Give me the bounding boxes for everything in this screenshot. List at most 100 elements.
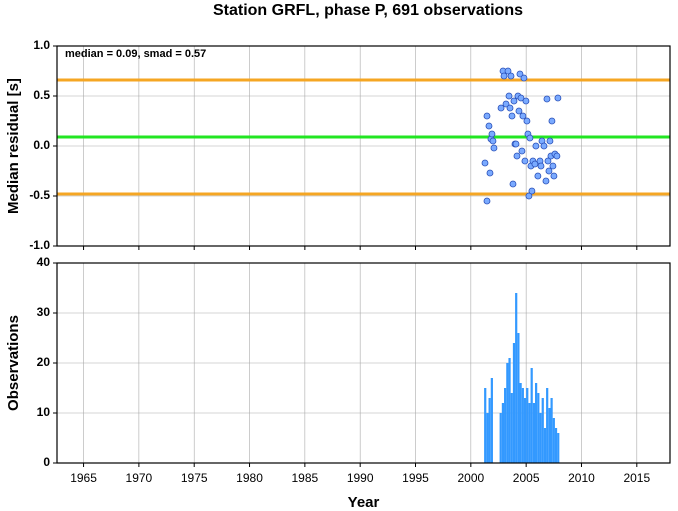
point xyxy=(542,177,550,185)
bar xyxy=(528,403,531,463)
point xyxy=(483,197,491,205)
point xyxy=(534,172,542,180)
point xyxy=(509,180,517,188)
bar xyxy=(515,293,518,463)
point xyxy=(506,104,514,112)
point xyxy=(531,160,539,168)
y-tick-label: 30 xyxy=(37,305,51,319)
point xyxy=(540,142,548,150)
point xyxy=(537,162,545,170)
y-axis-label: Median residual [s] xyxy=(5,78,22,214)
y-tick-label: -0.5 xyxy=(29,188,50,202)
y-tick-label: 0 xyxy=(43,455,50,469)
y-tick-label: 0.0 xyxy=(33,138,50,152)
bar xyxy=(488,398,491,463)
bar xyxy=(517,333,520,463)
x-tick-label: 1970 xyxy=(126,471,153,485)
point xyxy=(520,74,528,82)
plot-frame xyxy=(56,262,671,464)
point xyxy=(483,112,491,120)
bar xyxy=(512,343,516,463)
point xyxy=(504,67,512,75)
bar xyxy=(501,403,505,463)
bar xyxy=(484,388,487,463)
point xyxy=(517,94,525,102)
annotation: median = 0.09, smad = 0.57 xyxy=(65,48,206,60)
point xyxy=(523,117,531,125)
point xyxy=(513,152,521,160)
bar xyxy=(532,403,536,463)
point xyxy=(481,159,489,167)
point xyxy=(490,144,498,152)
bar xyxy=(530,368,533,463)
chart-title: Station GRFL, phase P, 691 observations xyxy=(213,2,523,19)
bar xyxy=(499,413,502,463)
bar xyxy=(523,398,527,463)
point xyxy=(522,97,530,105)
point xyxy=(500,72,508,80)
bar xyxy=(537,393,540,463)
plot-frame xyxy=(56,45,671,247)
point xyxy=(550,172,558,180)
bar xyxy=(554,428,558,463)
x-tick-label: 2005 xyxy=(513,471,540,485)
point xyxy=(507,72,515,80)
point xyxy=(519,112,527,120)
x-tick-label: 1965 xyxy=(70,471,97,485)
point xyxy=(505,92,513,100)
point xyxy=(502,100,510,108)
bar xyxy=(490,378,493,463)
x-tick-label: 1980 xyxy=(236,471,263,485)
y-tick-label: -1.0 xyxy=(29,238,50,252)
x-tick-label: 1975 xyxy=(181,471,208,485)
y-tick-label: 20 xyxy=(37,355,51,369)
x-tick-label: 1990 xyxy=(347,471,374,485)
point xyxy=(508,112,516,120)
point xyxy=(549,162,557,170)
bar xyxy=(557,433,560,463)
point xyxy=(489,137,497,145)
point xyxy=(525,192,533,200)
bar xyxy=(519,383,522,463)
point xyxy=(486,169,494,177)
point xyxy=(532,142,540,150)
point xyxy=(488,130,496,138)
x-tick-label: 1985 xyxy=(292,471,319,485)
point xyxy=(548,117,556,125)
x-tick-label: 2015 xyxy=(623,471,650,485)
bar xyxy=(548,408,551,463)
y-axis-label: Observations xyxy=(5,315,22,411)
bar xyxy=(552,418,555,463)
point xyxy=(485,122,493,130)
y-tick-label: 40 xyxy=(37,255,51,269)
point xyxy=(512,140,520,148)
bar xyxy=(506,363,509,463)
point xyxy=(526,134,534,142)
bar xyxy=(546,388,549,463)
bar xyxy=(550,398,553,463)
x-tick-label: 2010 xyxy=(568,471,595,485)
bar xyxy=(508,358,511,463)
y-tick-label: 1.0 xyxy=(33,38,50,52)
bar xyxy=(486,413,489,463)
point xyxy=(497,104,505,112)
point xyxy=(543,95,551,103)
point xyxy=(528,187,536,195)
bar xyxy=(535,383,538,463)
point xyxy=(521,157,529,165)
point xyxy=(518,147,526,155)
point xyxy=(554,94,562,102)
x-axis-label: Year xyxy=(348,494,380,511)
bar xyxy=(543,428,547,463)
bar xyxy=(504,388,507,463)
point xyxy=(545,167,553,175)
bar xyxy=(541,398,544,463)
point xyxy=(515,107,523,115)
y-tick-label: 0.5 xyxy=(33,88,50,102)
bar xyxy=(510,393,513,463)
point xyxy=(516,70,524,78)
bar xyxy=(539,413,542,463)
point xyxy=(510,97,518,105)
bar xyxy=(526,388,529,463)
